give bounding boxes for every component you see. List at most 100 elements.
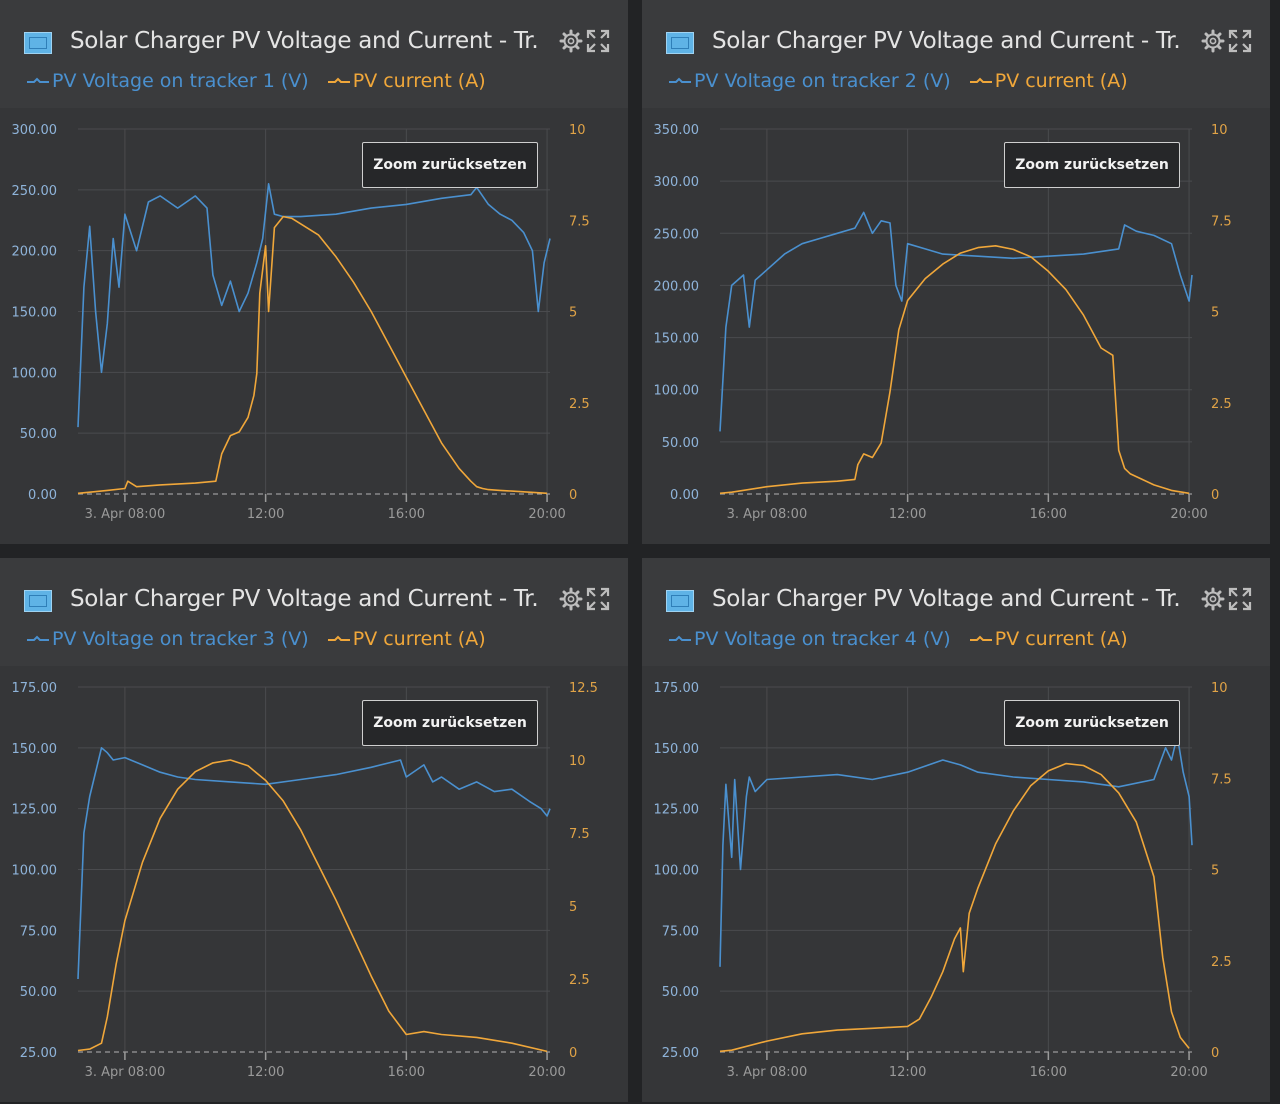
series-line-current[interactable]	[719, 762, 1190, 1053]
series-line-voltage[interactable]	[77, 183, 551, 428]
x-tick-label: 20:00	[528, 1065, 565, 1080]
chart-legend: PV Voltage on tracker 2 (V) PV current (…	[668, 70, 1140, 93]
y-left-tick-label: 175.00	[12, 681, 58, 696]
y-right-tick-label: 10	[569, 754, 586, 769]
gear-icon[interactable]	[1200, 28, 1226, 54]
expand-icon[interactable]	[1227, 28, 1253, 54]
solar-charger-icon	[666, 590, 694, 612]
y-left-tick-label: 250.00	[654, 227, 700, 242]
y-right-tick-label: 5	[569, 900, 577, 915]
zoom-reset-button[interactable]: Zoom zurücksetzen	[362, 142, 538, 188]
legend-voltage-label: PV Voltage on tracker 3 (V)	[52, 628, 309, 650]
y-left-tick-label: 75.00	[662, 924, 699, 939]
y-right-tick-label: 0	[569, 488, 577, 503]
y-right-tick-label: 7.5	[1211, 214, 1232, 229]
chart-title: Solar Charger PV Voltage and Current - T…	[70, 586, 540, 612]
legend-current-label: PV current (A)	[994, 70, 1128, 92]
y-left-tick-label: 100.00	[12, 366, 58, 381]
chart-panel-4: Solar Charger PV Voltage and Current - T…	[642, 558, 1270, 1102]
series-line-icon	[27, 77, 49, 83]
legend-voltage[interactable]: PV Voltage on tracker 3 (V)	[26, 628, 309, 650]
chart-title: Solar Charger PV Voltage and Current - T…	[70, 28, 540, 54]
legend-current[interactable]: PV current (A)	[969, 70, 1128, 92]
series-line-voltage[interactable]	[77, 747, 551, 980]
y-left-tick-label: 175.00	[654, 681, 700, 696]
series-line-icon	[27, 635, 49, 641]
y-right-tick-label: 2.5	[1211, 397, 1232, 412]
chart-panel-2: Solar Charger PV Voltage and Current - T…	[642, 0, 1270, 544]
y-left-tick-label: 125.00	[12, 803, 58, 818]
series-line-current[interactable]	[719, 245, 1190, 495]
y-left-tick-label: 50.00	[20, 427, 57, 442]
chart-panel-1: Solar Charger PV Voltage and Current - T…	[0, 0, 628, 544]
chart-title: Solar Charger PV Voltage and Current - T…	[712, 28, 1182, 54]
panel-header: Solar Charger PV Voltage and Current - T…	[0, 0, 628, 108]
zoom-reset-button[interactable]: Zoom zurücksetzen	[362, 700, 538, 746]
y-right-tick-label: 2.5	[1211, 955, 1232, 970]
y-right-tick-label: 0	[1211, 1046, 1219, 1061]
y-left-tick-label: 100.00	[12, 864, 58, 879]
series-line-current[interactable]	[77, 215, 548, 495]
series-line-current[interactable]	[77, 759, 548, 1053]
gear-icon[interactable]	[1200, 586, 1226, 612]
solar-charger-icon	[24, 32, 52, 54]
y-right-tick-label: 7.5	[569, 827, 590, 842]
y-left-tick-label: 150.00	[654, 332, 700, 347]
legend-voltage-label: PV Voltage on tracker 2 (V)	[694, 70, 951, 92]
zoom-reset-button[interactable]: Zoom zurücksetzen	[1004, 700, 1180, 746]
x-tick-label: 3. Apr 08:00	[727, 1065, 808, 1080]
y-left-tick-label: 150.00	[654, 742, 700, 757]
x-tick-label: 20:00	[1170, 507, 1207, 522]
legend-current[interactable]: PV current (A)	[969, 628, 1128, 650]
y-right-tick-label: 0	[569, 1046, 577, 1061]
legend-current[interactable]: PV current (A)	[327, 70, 486, 92]
y-right-tick-label: 0	[1211, 488, 1219, 503]
y-left-tick-label: 75.00	[20, 924, 57, 939]
legend-current[interactable]: PV current (A)	[327, 628, 486, 650]
gear-icon[interactable]	[558, 28, 584, 54]
series-line-voltage[interactable]	[719, 734, 1193, 967]
x-tick-label: 12:00	[247, 507, 284, 522]
y-left-tick-label: 125.00	[654, 803, 700, 818]
y-right-tick-label: 2.5	[569, 397, 590, 412]
solar-charger-icon	[24, 590, 52, 612]
y-right-tick-label: 10	[569, 123, 586, 138]
solar-charger-icon	[666, 32, 694, 54]
zoom-reset-button[interactable]: Zoom zurücksetzen	[1004, 142, 1180, 188]
y-left-tick-label: 50.00	[662, 985, 699, 1000]
x-tick-label: 20:00	[528, 507, 565, 522]
x-tick-label: 16:00	[388, 1065, 425, 1080]
legend-voltage-label: PV Voltage on tracker 1 (V)	[52, 70, 309, 92]
y-left-tick-label: 50.00	[20, 985, 57, 1000]
x-tick-label: 16:00	[1030, 507, 1067, 522]
series-line-voltage[interactable]	[719, 211, 1193, 432]
expand-icon[interactable]	[1227, 586, 1253, 612]
y-left-tick-label: 300.00	[654, 175, 700, 190]
legend-current-label: PV current (A)	[352, 70, 486, 92]
line-chart-2: 0.00 50.00 100.00 150.00 200.00 250.00 300.00 3…	[654, 123, 1232, 522]
legend-voltage[interactable]: PV Voltage on tracker 2 (V)	[668, 70, 951, 92]
x-tick-label: 20:00	[1170, 1065, 1207, 1080]
x-tick-label: 3. Apr 08:00	[727, 507, 808, 522]
legend-voltage[interactable]: PV Voltage on tracker 1 (V)	[26, 70, 309, 92]
y-left-tick-label: 0.00	[670, 488, 699, 503]
series-line-icon	[669, 635, 691, 641]
series-line-icon	[969, 77, 992, 83]
legend-voltage[interactable]: PV Voltage on tracker 4 (V)	[668, 628, 951, 650]
x-tick-label: 12:00	[889, 1065, 926, 1080]
x-tick-label: 16:00	[388, 507, 425, 522]
y-left-tick-label: 150.00	[12, 306, 58, 321]
y-right-tick-label: 10	[1211, 681, 1228, 696]
expand-icon[interactable]	[585, 28, 611, 54]
y-right-tick-label: 10	[1211, 123, 1228, 138]
gear-icon[interactable]	[558, 586, 584, 612]
legend-current-label: PV current (A)	[352, 628, 486, 650]
series-line-icon	[669, 77, 691, 83]
chart-panel-3: Solar Charger PV Voltage and Current - T…	[0, 558, 628, 1102]
y-left-tick-label: 200.00	[654, 279, 700, 294]
x-tick-label: 16:00	[1030, 1065, 1067, 1080]
y-right-tick-label: 5	[1211, 864, 1219, 879]
expand-icon[interactable]	[585, 586, 611, 612]
line-chart-1: 0.00 50.00 100.00 150.00 200.00 250.00 300.00 0…	[12, 123, 590, 522]
x-tick-label: 12:00	[247, 1065, 284, 1080]
